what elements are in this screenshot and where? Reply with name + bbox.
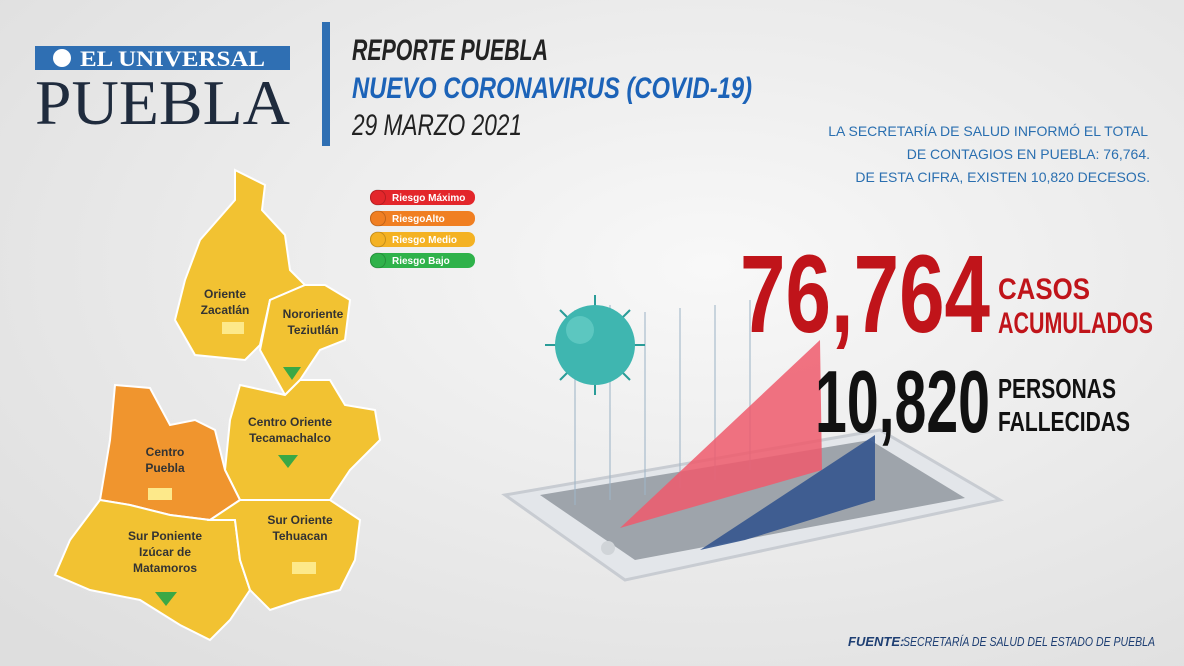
- tablet-button: [601, 541, 615, 555]
- blue-wedge: [700, 435, 875, 550]
- region-labels: Oriente Zacatlán Nororiente Teziutlán Centro…: [128, 287, 344, 575]
- legend-dot: [370, 231, 386, 248]
- legend-label: RiesgoAlto: [392, 214, 445, 225]
- summary-line: DE ESTA CIFRA, EXISTEN 10,820 DECESOS.: [855, 169, 1150, 185]
- region-label: Puebla: [145, 461, 185, 475]
- map: [53, 168, 382, 642]
- region-label: Matamoros: [133, 561, 197, 575]
- summary-line: LA SECRETARÍA DE SALUD INFORMÓ EL TOTAL: [828, 123, 1148, 139]
- legend-label: Riesgo Medio: [392, 235, 457, 246]
- marker-low: [155, 592, 177, 606]
- region-label: Centro: [146, 445, 185, 459]
- virus-highlight: [566, 316, 594, 344]
- legend-pill: [370, 190, 475, 205]
- header-line2: NUEVO CORONAVIRUS (COVID-19): [352, 72, 752, 105]
- region-label: Izúcar de: [139, 545, 191, 559]
- marker-medium: [148, 488, 172, 500]
- logo-top: EL UNIVERSAL: [80, 46, 265, 71]
- map-markers: [148, 322, 316, 606]
- red-wedge: [620, 340, 822, 528]
- marker-low: [278, 455, 298, 468]
- region-label: Tecamachalco: [249, 431, 331, 445]
- legend-dot: [370, 189, 386, 206]
- stat-label: PERSONAS: [998, 373, 1116, 404]
- region-label: Sur Poniente: [128, 529, 202, 543]
- logo-emblem: [53, 49, 71, 67]
- marker-medium: [292, 562, 316, 574]
- region-label: Sur Oriente: [267, 513, 333, 527]
- marker-medium: [222, 322, 244, 334]
- summary-line: DE CONTAGIOS EN PUEBLA: 76,764.: [907, 146, 1150, 162]
- legend-dot: [370, 210, 386, 227]
- virus: [555, 305, 635, 385]
- source-text: SECRETARÍA DE SALUD DEL ESTADO DE PUEBLA: [903, 634, 1155, 649]
- region-label: Nororiente: [283, 307, 344, 321]
- map-region: [53, 498, 252, 642]
- stat-label: CASOS: [998, 273, 1090, 306]
- header-date: 29 MARZO 2021: [351, 109, 522, 142]
- legend-pill: [370, 211, 475, 226]
- illustration: [501, 295, 1005, 582]
- region-label: Teziutlán: [287, 323, 338, 337]
- stat-label: ACUMULADOS: [998, 307, 1153, 340]
- legend-pill: [370, 253, 475, 268]
- region-label: Centro Oriente: [248, 415, 332, 429]
- map-region: [206, 499, 362, 612]
- region-label: Oriente: [204, 287, 246, 301]
- logo-bottom: PUEBLA: [35, 67, 290, 138]
- source-label: FUENTE:: [848, 634, 904, 649]
- legend-label: Riesgo Bajo: [392, 256, 450, 267]
- map-region: [258, 284, 352, 397]
- stat-value: 76,764: [740, 233, 990, 356]
- legend: Riesgo Máximo RiesgoAlto Riesgo Medio Riesg…: [370, 189, 475, 269]
- region-label: Tehuacan: [272, 529, 327, 543]
- legend-dot: [370, 252, 386, 269]
- header-bar: [322, 22, 330, 146]
- marker-low: [283, 367, 301, 380]
- legend-label: Riesgo Máximo: [392, 193, 465, 204]
- header-line1: REPORTE PUEBLA: [352, 34, 548, 67]
- logo-band: [35, 46, 290, 70]
- region-label: Zacatlán: [201, 303, 250, 317]
- stat-value: 10,820: [815, 352, 990, 451]
- legend-pill: [370, 232, 475, 247]
- stat-label: FALLECIDAS: [998, 406, 1130, 437]
